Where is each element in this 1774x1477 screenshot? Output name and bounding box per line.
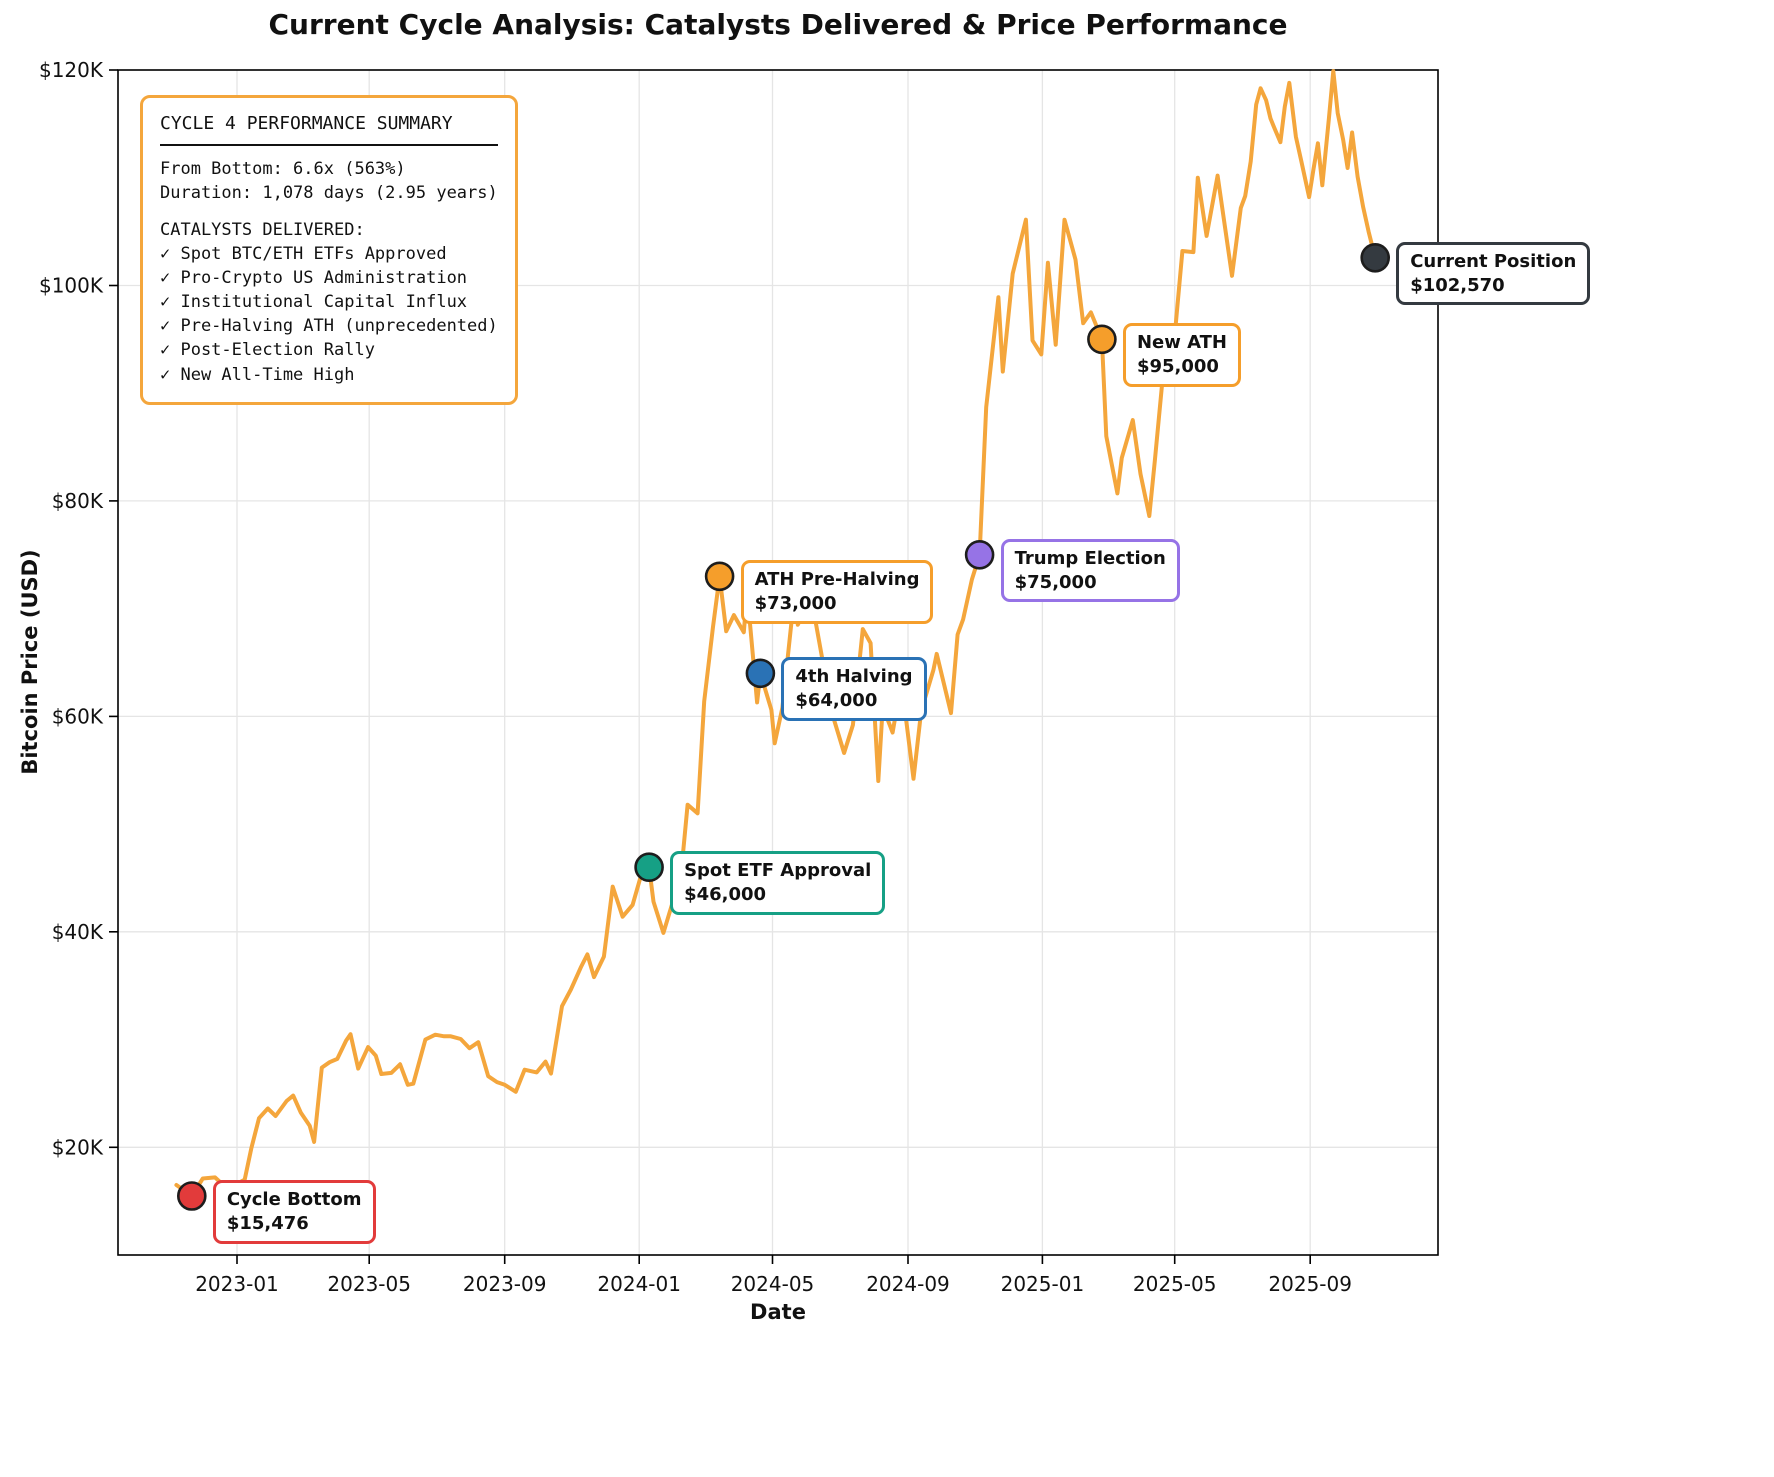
summary-title: CYCLE 4 PERFORMANCE SUMMARY [160, 111, 498, 146]
y-tick-label: $100K [39, 274, 104, 298]
marker-dot-new-ath [1087, 324, 1117, 355]
annotation-cycle-bottom: Cycle Bottom $15,476 [212, 1180, 376, 1244]
y-tick-label: $40K [52, 920, 104, 944]
annotation-title: Spot ETF Approval [684, 860, 872, 882]
summary-stats: From Bottom: 6.6x (563%) Duration: 1,078 … [160, 157, 498, 205]
x-tick-label: 2025-01 [1001, 1272, 1085, 1296]
x-tick-label: 2023-01 [195, 1272, 279, 1296]
annotation-value: $102,570 [1410, 274, 1505, 296]
marker-dot-ath-pre-halving [704, 561, 735, 592]
annotation-value: $64,000 [795, 690, 878, 712]
y-tick-label: $120K [39, 58, 104, 82]
x-tick-label: 2024-01 [597, 1272, 681, 1296]
annotation-value: $75,000 [1014, 571, 1097, 593]
x-tick-label: 2025-05 [1133, 1272, 1217, 1296]
chart-title: Current Cycle Analysis: Catalysts Delive… [268, 8, 1288, 41]
x-tick-label: 2025-09 [1268, 1272, 1352, 1296]
annotation-value: $46,000 [684, 883, 767, 905]
marker-dot-trump-election [964, 539, 995, 570]
y-tick-label: $20K [52, 1135, 104, 1159]
annotation-new-ath: New ATH $95,000 [1122, 323, 1241, 387]
annotation-title: ATH Pre-Halving [754, 569, 920, 591]
annotation-title: 4th Halving [795, 666, 913, 688]
annotation-ath-pre-halving: ATH Pre-Halving $73,000 [740, 560, 934, 624]
marker-dot-4th-halving [745, 658, 776, 689]
summary-stat-line: From Bottom: 6.6x (563%) [160, 158, 406, 179]
summary-gap [160, 205, 498, 218]
summary-catalysts-list: ✓ Spot BTC/ETH ETFs Approved ✓ Pro-Crypto… [160, 242, 498, 387]
x-tick-label: 2023-05 [327, 1272, 411, 1296]
annotation-spot-etf-approval: Spot ETF Approval $46,000 [670, 851, 886, 915]
plot-border [117, 69, 1439, 1256]
x-tick-label: 2023-09 [463, 1272, 547, 1296]
annotation-title: Current Position [1410, 250, 1577, 272]
summary-catalyst-line: ✓ Pre-Halving ATH (unprecedented) [160, 316, 498, 337]
marker-dot-current-position [1360, 242, 1390, 273]
x-tick-label: 2024-05 [731, 1272, 815, 1296]
marker-dot-spot-etf-approval [634, 852, 664, 883]
annotation-trump-election: Trump Election $75,000 [1000, 538, 1180, 603]
annotation-current-position: Current Position $102,570 [1396, 241, 1591, 306]
annotation-title: Cycle Bottom [226, 1189, 362, 1210]
summary-stat-line: Duration: 1,078 days (2.95 years) [160, 182, 498, 203]
summary-catalysts-heading: CATALYSTS DELIVERED: [160, 219, 365, 240]
marker-dot-cycle-bottom [177, 1181, 207, 1211]
annotation-4th-halving: 4th Halving $64,000 [781, 657, 927, 721]
annotation-value: $73,000 [754, 593, 837, 615]
x-axis-title: Date [750, 1300, 806, 1324]
summary-catalyst-line: ✓ Spot BTC/ETH ETFs Approved [160, 243, 447, 264]
x-tick-label: 2024-09 [866, 1272, 950, 1296]
summary-catalyst-line: ✓ Institutional Capital Influx [160, 292, 468, 313]
y-tick-label: $60K [52, 704, 104, 728]
annotation-value: $15,476 [226, 1212, 309, 1234]
annotation-value: $95,000 [1136, 356, 1219, 378]
summary-catalyst-line: ✓ Pro-Crypto US Administration [160, 268, 468, 289]
summary-box: CYCLE 4 PERFORMANCE SUMMARY From Bottom:… [140, 95, 518, 405]
annotation-title: Trump Election [1014, 547, 1166, 569]
summary-catalyst-line: ✓ Post-Election Rally [160, 340, 375, 361]
annotation-title: New ATH [1136, 332, 1227, 354]
y-tick-label: $80K [52, 489, 104, 513]
summary-catalyst-line: ✓ New All-Time High [160, 364, 355, 385]
